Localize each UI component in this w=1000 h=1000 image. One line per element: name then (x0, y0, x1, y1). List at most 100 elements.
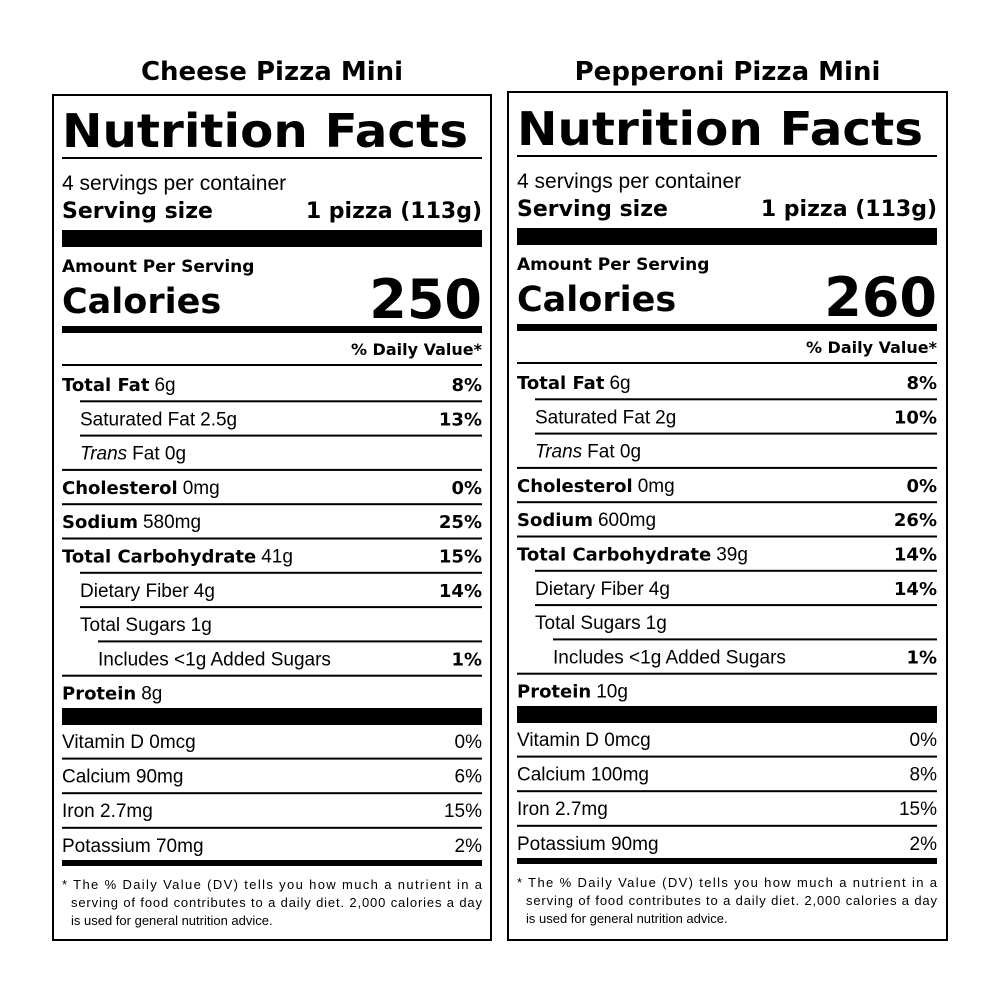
vitamin-dv: 2% (455, 836, 483, 857)
rule (535, 604, 937, 607)
vitamin-name: Vitamin D 0mcg (62, 732, 196, 753)
nutrient-amount: 10g (596, 682, 628, 703)
nutrient-name: Total Fat (517, 373, 605, 394)
nutrient-row: Total Carbohydrate 41g (62, 547, 293, 568)
nutrient-amount: 4g (194, 581, 215, 602)
vitamin-dv: 0% (455, 732, 483, 753)
vitamin-name: Potassium 70mg (62, 836, 204, 857)
nutrient-row: Includes <1g Added Sugars (98, 649, 331, 670)
nutrient-row: Total Sugars 1g (535, 613, 667, 634)
nutrient-name: Total Carbohydrate (62, 547, 256, 568)
nutrient-name: Total Fat (62, 375, 150, 396)
amount-label: Amount Per Serving (517, 255, 709, 275)
rule (80, 434, 482, 437)
calories: 260 (824, 266, 937, 329)
nutrient-dv: 15% (439, 547, 482, 568)
nutrient-amount: Fat 0g (132, 444, 186, 465)
nutrient-amount: 580mg (143, 512, 201, 533)
nutrient-amount: 6g (609, 373, 630, 394)
calories-label: Calories (62, 282, 221, 322)
rule (517, 755, 937, 758)
rule (517, 824, 937, 827)
thick-bar (62, 230, 482, 247)
nutrient-dv: 0% (906, 476, 937, 497)
product-name: Cheese Pizza Mini (141, 57, 403, 87)
footnote: * The % Daily Value (DV) tells you how m… (62, 877, 483, 892)
rule (62, 757, 482, 760)
nutrient-amount: Fat 0g (587, 442, 641, 463)
nutrient-name: Dietary Fiber (535, 579, 644, 600)
serving-size: 1 pizza (113g) (306, 199, 482, 224)
nutrient-dv: 1% (906, 647, 937, 668)
rule (517, 535, 937, 538)
rule (535, 569, 937, 572)
dv-header: % Daily Value* (351, 340, 483, 359)
nutrient-name: Sodium (62, 512, 138, 533)
nutrient-dv: 8% (906, 373, 937, 394)
nutrient-name: Total Carbohydrate (517, 545, 711, 566)
nutrient-row: Total Carbohydrate 39g (517, 545, 748, 566)
nutrient-name: Trans (535, 442, 583, 463)
nutrient-amount: 600mg (598, 510, 656, 531)
vitamin-dv: 15% (899, 799, 937, 820)
vitamin-dv: 6% (455, 767, 483, 788)
nutrient-amount: 6g (154, 375, 175, 396)
nutrient-dv: 25% (439, 512, 482, 533)
serving-size: 1 pizza (113g) (761, 197, 937, 222)
rule (62, 364, 482, 366)
vitamin-name: Iron 2.7mg (62, 801, 153, 822)
vitamin-dv: 2% (910, 834, 938, 855)
nutrient-row: Saturated Fat 2g (535, 407, 676, 428)
amount-label: Amount Per Serving (62, 257, 254, 277)
rule (62, 674, 482, 677)
servings: 4 servings per container (62, 172, 286, 195)
calories: 250 (369, 268, 482, 331)
calories-label: Calories (517, 280, 676, 320)
rule (517, 466, 937, 469)
nutrient-amount: 41g (261, 547, 293, 568)
nutrient-dv: 14% (894, 545, 937, 566)
footnote: is used for general nutrition advice. (526, 911, 728, 926)
nutrient-row: Protein 10g (517, 682, 628, 703)
nutrient-name: Trans (80, 444, 128, 465)
rule (517, 672, 937, 675)
nutrient-amount: 0mg (183, 478, 220, 499)
nutrient-name: Total Sugars (80, 615, 186, 636)
nutrient-dv: 14% (894, 579, 937, 600)
nutrient-row: Sodium 580mg (62, 512, 201, 533)
footnote: serving of food contributes to a daily d… (71, 895, 483, 910)
vitamin-name: Calcium 90mg (62, 767, 183, 788)
nutrient-row: Saturated Fat 2.5g (80, 409, 237, 430)
nutrient-dv: 10% (894, 407, 937, 428)
rule (517, 790, 937, 793)
nutrient-row: Total Fat 6g (62, 375, 176, 396)
footnote: serving of food contributes to a daily d… (526, 893, 938, 908)
servings: 4 servings per container (517, 170, 741, 193)
product-name: Pepperoni Pizza Mini (575, 57, 881, 87)
nutrient-dv: 8% (451, 375, 482, 396)
rule (535, 432, 937, 435)
nutrient-row: Dietary Fiber 4g (535, 579, 670, 600)
label-title: Nutrition Facts (62, 104, 468, 158)
rule (517, 362, 937, 364)
nutrient-row: Total Sugars 1g (80, 615, 212, 636)
nutrient-name: Protein (62, 684, 136, 705)
serving-size-label: Serving size (517, 197, 668, 222)
footnote: is used for general nutrition advice. (71, 913, 273, 928)
footnote: * The % Daily Value (DV) tells you how m… (517, 875, 938, 890)
nutrient-amount: 1g (191, 615, 212, 636)
vitamin-name: Vitamin D 0mcg (517, 730, 651, 751)
nutrient-name: Saturated Fat (535, 407, 651, 428)
nutrient-dv: 26% (894, 510, 937, 531)
vitamin-name: Potassium 90mg (517, 834, 659, 855)
rule (535, 398, 937, 401)
medium-bar (62, 860, 482, 866)
nutrient-row: Trans Fat 0g (535, 442, 641, 463)
label-border (52, 94, 492, 941)
nutrient-row: Total Fat 6g (517, 373, 631, 394)
nutrient-dv: 0% (451, 478, 482, 499)
nutrient-name: Cholesterol (517, 476, 633, 497)
nutrient-row: Cholesterol 0mg (62, 478, 220, 499)
